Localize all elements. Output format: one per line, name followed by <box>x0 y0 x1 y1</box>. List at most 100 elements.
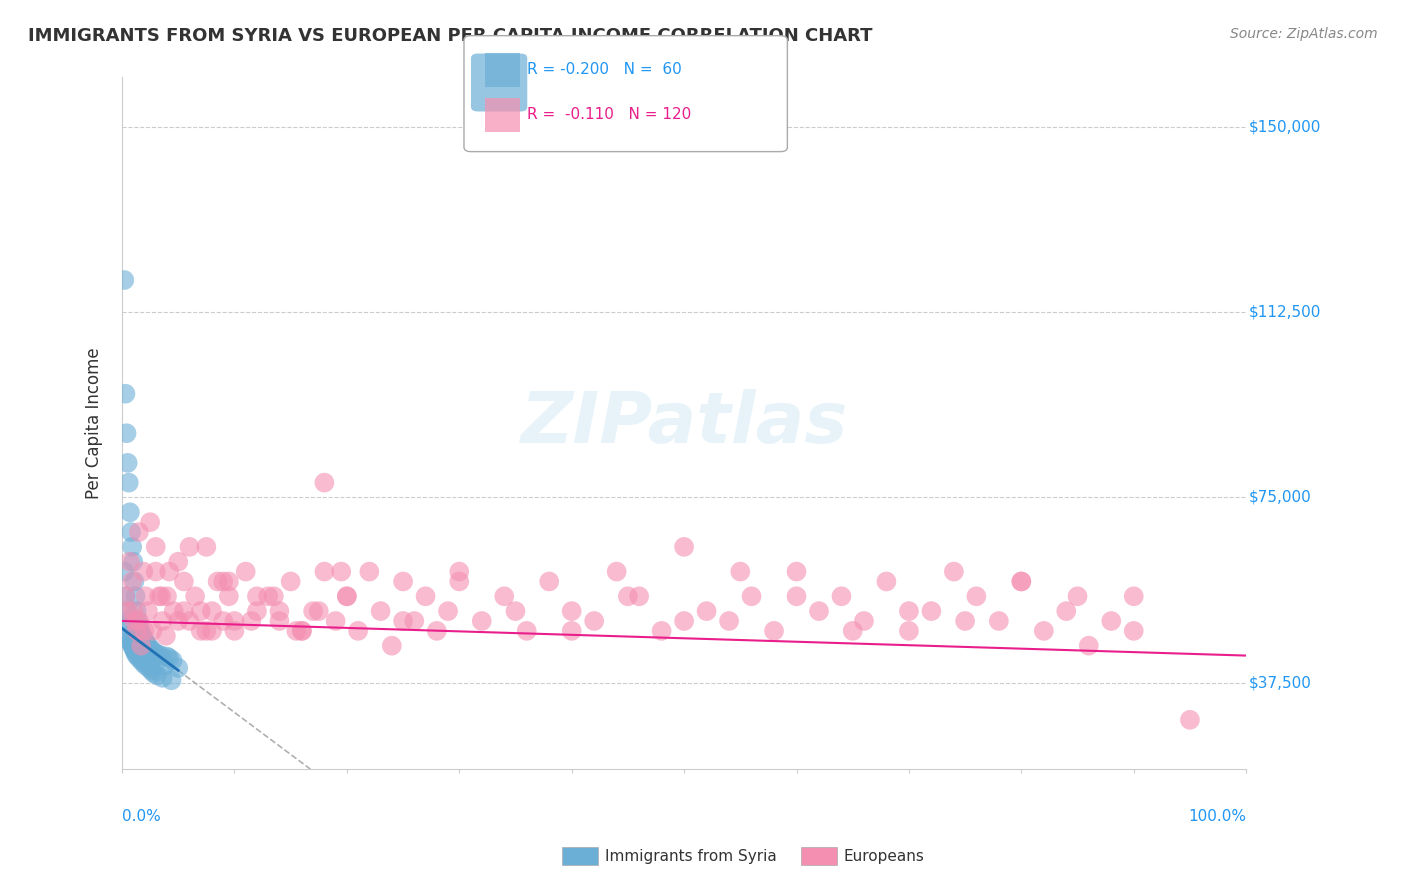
Point <box>628 589 651 603</box>
Point <box>155 629 177 643</box>
Point <box>125 604 148 618</box>
Point <box>325 614 347 628</box>
Point <box>920 604 942 618</box>
Point <box>134 651 156 665</box>
Point <box>145 565 167 579</box>
Point <box>280 574 302 589</box>
Point <box>1122 589 1144 603</box>
Point <box>269 604 291 618</box>
Text: $37,500: $37,500 <box>1249 675 1312 690</box>
Point <box>314 475 336 490</box>
Point <box>392 614 415 628</box>
Text: Europeans: Europeans <box>844 849 925 863</box>
Point <box>150 648 173 663</box>
Point <box>1122 624 1144 638</box>
Point <box>212 614 235 628</box>
Point <box>184 589 207 603</box>
Point <box>1032 624 1054 638</box>
Point <box>120 636 142 650</box>
Point <box>617 589 640 603</box>
Point <box>561 604 583 618</box>
Text: $150,000: $150,000 <box>1249 120 1320 135</box>
Point <box>127 614 149 628</box>
Point <box>167 555 190 569</box>
Point <box>212 574 235 589</box>
Point <box>122 604 145 618</box>
Point <box>1099 614 1122 628</box>
Point <box>131 629 153 643</box>
Point <box>125 624 148 638</box>
Point <box>195 540 218 554</box>
Point <box>124 574 146 589</box>
Point <box>897 604 920 618</box>
Point <box>124 646 146 660</box>
Point <box>117 614 139 628</box>
Point <box>135 658 157 673</box>
Point <box>875 574 897 589</box>
Point <box>240 614 263 628</box>
Point <box>139 641 162 656</box>
Point <box>114 589 136 603</box>
Point <box>124 643 146 657</box>
Point <box>763 624 786 638</box>
Point <box>1066 589 1088 603</box>
Point <box>246 604 269 618</box>
Point <box>157 651 180 665</box>
Point <box>139 653 162 667</box>
Point <box>852 614 875 628</box>
Text: IMMIGRANTS FROM SYRIA VS EUROPEAN PER CAPITA INCOME CORRELATION CHART: IMMIGRANTS FROM SYRIA VS EUROPEAN PER CA… <box>28 27 873 45</box>
Point <box>122 555 145 569</box>
Point <box>392 574 415 589</box>
Point <box>117 619 139 633</box>
Point <box>146 668 169 682</box>
Point <box>415 589 437 603</box>
Point <box>118 633 141 648</box>
Point <box>308 604 330 618</box>
Point <box>583 614 606 628</box>
Text: Source: ZipAtlas.com: Source: ZipAtlas.com <box>1230 27 1378 41</box>
Point <box>179 540 201 554</box>
Point <box>830 589 852 603</box>
Point <box>257 589 280 603</box>
Point <box>437 604 460 618</box>
Point <box>120 524 142 539</box>
Point <box>153 658 176 673</box>
Point <box>942 565 965 579</box>
Point <box>132 632 155 646</box>
Point <box>218 589 240 603</box>
Point <box>121 574 143 589</box>
Point <box>124 614 146 628</box>
Point <box>117 456 139 470</box>
Point <box>1178 713 1201 727</box>
Point <box>150 589 173 603</box>
Point <box>152 614 174 628</box>
Text: 100.0%: 100.0% <box>1188 809 1246 824</box>
Point <box>359 565 381 579</box>
Point <box>1010 574 1032 589</box>
Point <box>125 648 148 663</box>
Point <box>330 565 353 579</box>
Point <box>696 604 718 618</box>
Point <box>195 624 218 638</box>
Point <box>285 624 308 638</box>
Point <box>786 589 808 603</box>
Point <box>516 624 538 638</box>
Point <box>118 475 141 490</box>
Point <box>112 273 135 287</box>
Point <box>129 648 152 663</box>
Point <box>128 619 150 633</box>
Point <box>114 386 136 401</box>
Point <box>145 656 167 670</box>
Point <box>145 540 167 554</box>
Point <box>121 540 143 554</box>
Text: ZIPatlas: ZIPatlas <box>520 389 848 458</box>
Point <box>651 624 673 638</box>
Point <box>117 604 139 618</box>
Point <box>224 624 246 638</box>
Point <box>953 614 976 628</box>
Point <box>381 639 404 653</box>
Point <box>987 614 1010 628</box>
Point <box>120 633 142 648</box>
Point <box>136 639 159 653</box>
Text: 0.0%: 0.0% <box>122 809 160 824</box>
